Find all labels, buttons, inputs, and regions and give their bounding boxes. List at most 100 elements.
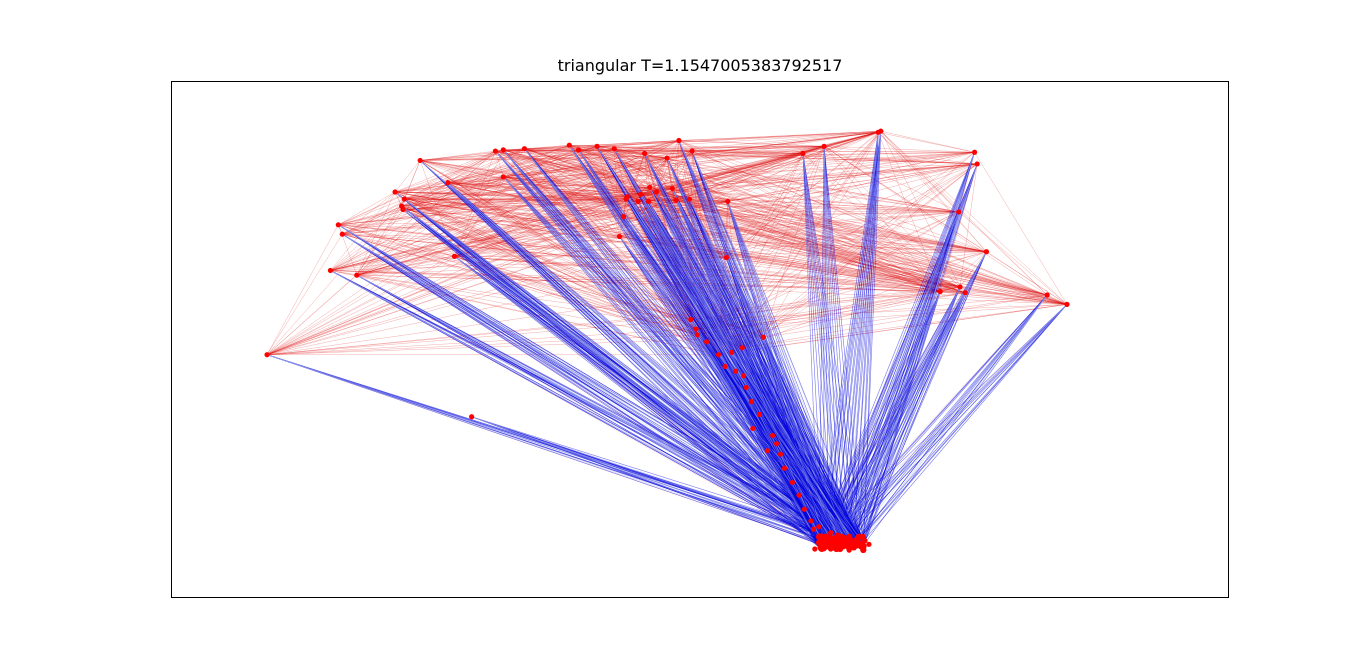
- edge-blue: [625, 198, 825, 548]
- edge-red: [266, 191, 657, 355]
- edge-blue: [656, 191, 864, 540]
- edge-blue: [623, 216, 820, 547]
- edge-red: [596, 146, 639, 202]
- edge-red: [495, 150, 1048, 296]
- edge-blue: [752, 428, 820, 548]
- edge-red: [503, 132, 879, 178]
- edge-red: [578, 149, 627, 200]
- edge-red: [404, 198, 638, 202]
- edge-blue: [818, 211, 959, 540]
- edge-blue: [818, 286, 961, 542]
- node-point: [748, 398, 755, 405]
- edge-red: [503, 149, 961, 288]
- edge-red: [402, 163, 978, 210]
- edge-blue: [863, 304, 1068, 541]
- edge-red: [569, 144, 978, 165]
- edge-blue: [828, 291, 941, 540]
- edge-red: [648, 199, 677, 202]
- edge-red: [569, 144, 1068, 305]
- edge-red: [447, 132, 879, 183]
- node-point: [770, 432, 776, 439]
- node-point: [354, 272, 360, 278]
- edge-red: [330, 182, 449, 271]
- edge-blue: [727, 201, 859, 547]
- edge-red: [454, 130, 881, 257]
- edge-red: [402, 196, 628, 210]
- edge-red: [266, 188, 673, 355]
- edge-red: [675, 140, 680, 201]
- edge-red: [619, 132, 879, 237]
- edge-red: [678, 140, 975, 153]
- edge-red: [503, 176, 1048, 296]
- edge-red: [672, 188, 1068, 305]
- edge-red: [356, 187, 650, 276]
- edge-red: [569, 145, 627, 200]
- edge-red: [420, 140, 679, 161]
- edge-red: [524, 146, 825, 149]
- edge-red: [666, 158, 673, 189]
- edge-red: [649, 187, 1068, 305]
- node-point: [821, 143, 827, 149]
- node-point: [796, 492, 802, 498]
- edge-red: [356, 150, 496, 276]
- edge-red: [342, 191, 396, 235]
- edge-blue: [356, 274, 864, 547]
- edge-red: [404, 198, 620, 237]
- edge-red: [266, 163, 978, 355]
- edge-blue-light: [819, 211, 959, 544]
- edge-red: [356, 182, 449, 276]
- edge-red: [495, 130, 881, 152]
- edge-red: [356, 140, 679, 276]
- edge-red: [447, 146, 598, 183]
- edge-red: [627, 196, 941, 292]
- edge-red: [342, 150, 496, 235]
- edge-red: [394, 150, 496, 193]
- edge-red: [644, 146, 825, 154]
- edge-red: [627, 151, 975, 197]
- edge-blue-light: [820, 304, 1068, 544]
- edge-red: [330, 153, 804, 271]
- edge-red: [402, 209, 698, 336]
- edge-blue-light: [401, 205, 858, 544]
- edge-red: [596, 146, 668, 159]
- edge-red: [824, 132, 879, 147]
- node-point: [725, 198, 731, 204]
- node-point: [641, 150, 648, 156]
- edge-red: [648, 201, 961, 288]
- edge-red: [706, 130, 882, 343]
- edge-red: [503, 176, 641, 195]
- edge-red: [420, 160, 1068, 305]
- edge-red: [666, 157, 728, 202]
- edge-red: [503, 176, 966, 293]
- edge-red: [880, 130, 975, 153]
- edge-red: [623, 132, 879, 217]
- edge-red: [356, 194, 641, 276]
- edge-red: [454, 148, 525, 257]
- edge-red: [330, 270, 941, 292]
- edge-red: [644, 153, 673, 189]
- edge-red: [338, 149, 504, 226]
- edge-red: [666, 151, 975, 159]
- edge-red: [644, 153, 1068, 305]
- edge-red: [454, 145, 570, 257]
- edge-red: [266, 140, 679, 355]
- node-point: [616, 233, 623, 240]
- node-point: [492, 148, 498, 154]
- node-cluster-point: [826, 544, 834, 551]
- edge-red: [401, 130, 881, 207]
- edge-blue-light: [840, 286, 961, 544]
- edge-red: [495, 150, 941, 292]
- node-point: [689, 148, 695, 154]
- edge-red: [342, 148, 525, 235]
- edge-red: [880, 130, 1048, 296]
- edge-red: [401, 205, 719, 355]
- edge-red: [824, 146, 978, 165]
- edge-red: [420, 157, 668, 161]
- edge-red: [495, 150, 624, 217]
- edge-red: [266, 201, 639, 355]
- edge-red: [495, 146, 825, 152]
- edge-red: [266, 148, 615, 355]
- edge-red: [503, 149, 657, 193]
- edge-red: [402, 146, 598, 210]
- edge-red: [356, 209, 404, 276]
